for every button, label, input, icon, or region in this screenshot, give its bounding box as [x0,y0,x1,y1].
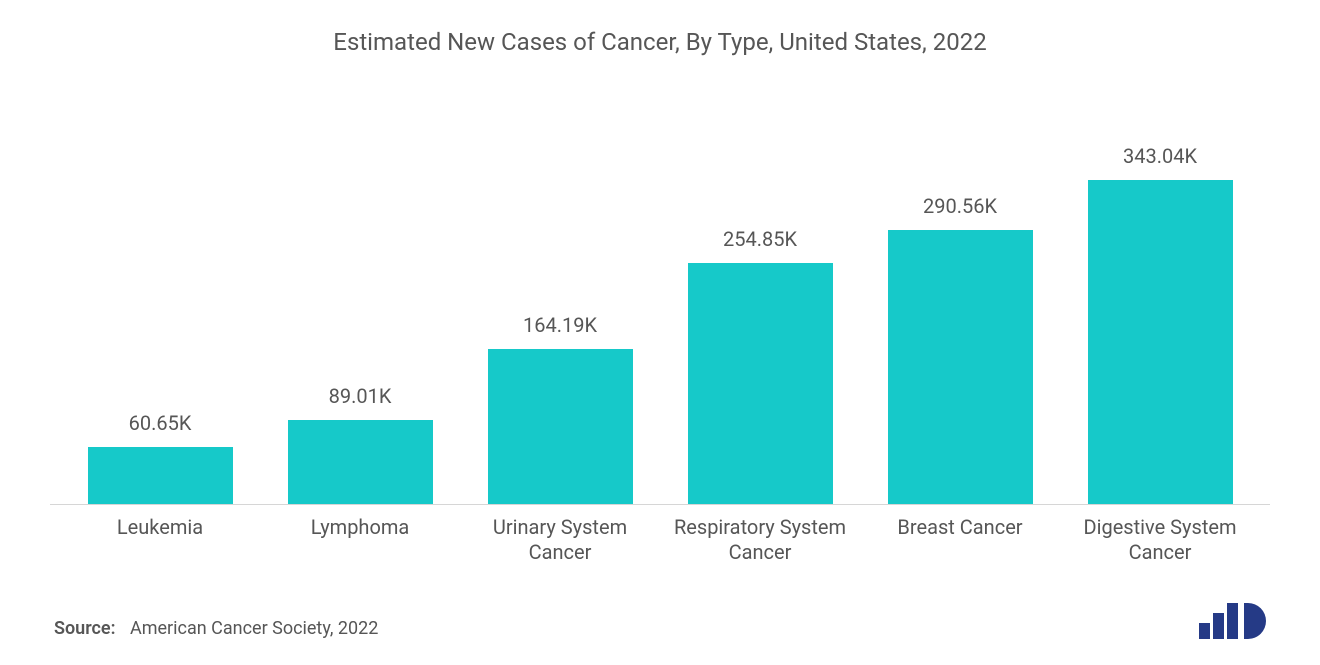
bar [1088,180,1233,504]
logo-bar-icon [1227,603,1238,639]
bar [688,263,833,504]
chart-footer: Source: American Cancer Society, 2022 [50,603,1270,645]
logo-bar-icon [1199,623,1210,639]
bar [88,447,233,504]
chart-title: Estimated New Cases of Cancer, By Type, … [50,28,1270,56]
bar-slot: 343.04K [1070,144,1250,504]
bar-value-label: 254.85K [723,227,797,251]
category-label: Lymphoma [270,515,450,565]
bar-value-label: 60.65K [129,411,192,435]
category-label: Respiratory System Cancer [670,515,850,565]
logo-bar-icon [1213,613,1224,639]
bar-slot: 89.01K [270,384,450,504]
bar-slot: 254.85K [670,227,850,504]
bar [288,420,433,504]
bar [888,230,1033,504]
plot-area: 60.65K 89.01K 164.19K 254.85K 290.56K 343.04K [50,76,1270,505]
category-label: Breast Cancer [870,515,1050,565]
category-label: Urinary System Cancer [470,515,650,565]
logo-halfcircle-icon [1244,603,1266,639]
bar-slot: 164.19K [470,313,650,504]
chart-container: Estimated New Cases of Cancer, By Type, … [0,0,1320,665]
bar-slot: 60.65K [70,411,250,504]
bar-value-label: 343.04K [1123,144,1197,168]
source-text: American Cancer Society, 2022 [130,618,378,639]
bar-value-label: 89.01K [329,384,392,408]
bar-value-label: 290.56K [923,194,997,218]
category-labels-row: Leukemia Lymphoma Urinary System Cancer Res… [50,505,1270,565]
category-label: Leukemia [70,515,250,565]
bar [488,349,633,504]
brand-logo [1199,603,1266,639]
bar-value-label: 164.19K [523,313,597,337]
source-line: Source: American Cancer Society, 2022 [54,618,378,639]
bar-slot: 290.56K [870,194,1050,504]
source-key: Source: [54,618,116,639]
category-label: Digestive System Cancer [1070,515,1250,565]
